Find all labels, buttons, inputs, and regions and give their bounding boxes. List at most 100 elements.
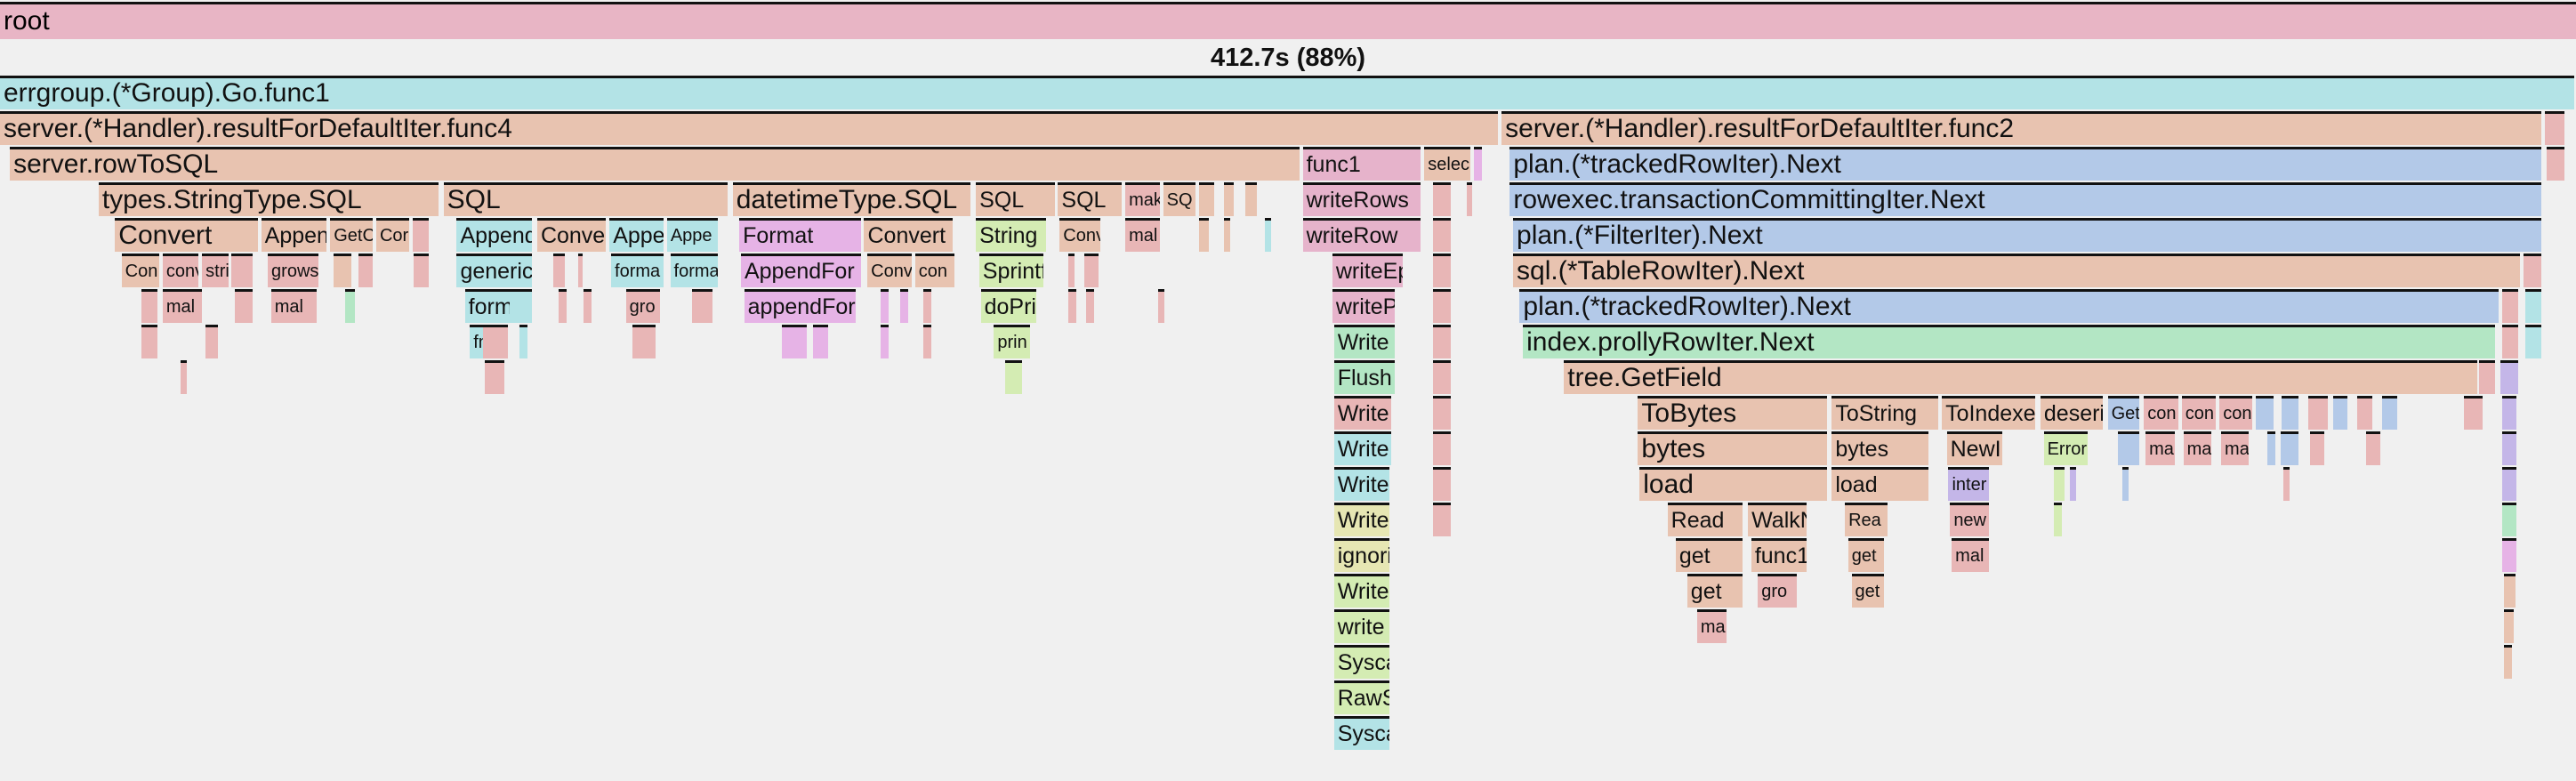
flame-frame[interactable]: plan.(*FilterIter).Next bbox=[1513, 218, 2542, 252]
flame-frame-narrow[interactable] bbox=[2382, 396, 2397, 430]
flame-frame-narrow[interactable] bbox=[1083, 254, 1099, 287]
flame-frame[interactable]: SQL bbox=[443, 182, 729, 216]
flame-frame[interactable]: plan.(*trackedRowIter).Next bbox=[1519, 289, 2500, 323]
flame-frame[interactable]: Sysca bbox=[1333, 716, 1390, 750]
flame-frame[interactable]: writeRows bbox=[1302, 182, 1421, 216]
flame-frame[interactable]: tree.GetField bbox=[1564, 360, 2478, 394]
flame-frame-narrow[interactable] bbox=[2332, 396, 2348, 430]
flame-frame-narrow[interactable] bbox=[1085, 289, 1094, 323]
flame-frame[interactable]: deseria bbox=[2040, 396, 2103, 430]
flame-frame[interactable]: SQL bbox=[976, 182, 1055, 216]
flame-frame-narrow[interactable] bbox=[2357, 396, 2372, 430]
flame-frame-narrow[interactable] bbox=[578, 254, 584, 287]
flame-frame-narrow[interactable] bbox=[2501, 503, 2517, 536]
flame-frame-narrow[interactable] bbox=[2280, 431, 2298, 465]
flame-frame-narrow[interactable] bbox=[2282, 396, 2298, 430]
flame-frame-narrow[interactable] bbox=[2053, 467, 2065, 501]
flame-frame[interactable]: genericF bbox=[456, 254, 533, 287]
flame-frame[interactable]: Sprintf bbox=[978, 254, 1043, 287]
flame-frame[interactable]: Format bbox=[739, 218, 861, 252]
flame-frame[interactable]: con bbox=[2181, 396, 2217, 430]
flame-frame[interactable]: ma bbox=[2145, 431, 2176, 465]
flame-frame-narrow[interactable] bbox=[2070, 467, 2077, 501]
flame-frame-narrow[interactable] bbox=[2523, 254, 2542, 287]
flame-frame[interactable]: ToBytes bbox=[1638, 396, 1827, 430]
flame-frame-narrow[interactable] bbox=[205, 325, 219, 358]
flame-frame-narrow[interactable] bbox=[1432, 360, 1451, 394]
flame-frame[interactable]: grows bbox=[268, 254, 319, 287]
flame-frame-narrow[interactable] bbox=[2546, 147, 2564, 181]
flame-frame-narrow[interactable] bbox=[2501, 431, 2517, 465]
flame-frame[interactable]: Conv bbox=[867, 254, 912, 287]
flame-frame-narrow[interactable] bbox=[2501, 467, 2517, 501]
flame-frame[interactable]: writeEpl bbox=[1332, 254, 1404, 287]
flame-frame-narrow[interactable] bbox=[2503, 609, 2514, 643]
flame-frame[interactable]: Conv bbox=[1059, 218, 1101, 252]
flame-frame-narrow[interactable] bbox=[632, 325, 656, 358]
flame-frame[interactable]: Appe bbox=[666, 218, 718, 252]
flame-frame[interactable]: ma bbox=[2221, 431, 2250, 465]
flame-frame-narrow[interactable] bbox=[2307, 396, 2328, 430]
flame-frame[interactable]: prin bbox=[994, 325, 1030, 358]
flame-frame[interactable]: func1 bbox=[1302, 147, 1421, 181]
flame-frame[interactable]: ignorin bbox=[1333, 538, 1390, 572]
flame-frame-narrow[interactable] bbox=[922, 289, 932, 323]
flame-frame[interactable]: datetimeType.SQL bbox=[732, 182, 971, 216]
flame-frame[interactable]: Sysca bbox=[1333, 645, 1390, 679]
flame-frame-narrow[interactable] bbox=[414, 254, 429, 287]
flame-frame[interactable]: appendFor bbox=[744, 289, 857, 323]
flame-frame-narrow[interactable] bbox=[1067, 254, 1075, 287]
flame-frame-narrow[interactable] bbox=[2501, 325, 2519, 358]
flame-frame-narrow[interactable] bbox=[1432, 431, 1451, 465]
flame-frame-narrow[interactable] bbox=[1467, 182, 1472, 216]
flame-frame[interactable]: write bbox=[1333, 609, 1390, 643]
flame-frame[interactable]: Write bbox=[1333, 431, 1392, 465]
flame-frame[interactable]: Convert bbox=[864, 218, 954, 252]
flame-frame[interactable]: ToString bbox=[1831, 396, 1939, 430]
flame-frame-narrow[interactable] bbox=[1432, 503, 1451, 536]
flame-frame-narrow[interactable] bbox=[1223, 218, 1231, 252]
flame-frame-narrow[interactable] bbox=[1223, 182, 1234, 216]
flame-frame[interactable]: Append bbox=[261, 218, 327, 252]
flame-frame[interactable]: Write bbox=[1333, 396, 1392, 430]
flame-frame[interactable]: mak bbox=[1125, 182, 1160, 216]
flame-frame[interactable]: func1 bbox=[1751, 538, 1807, 572]
flame-frame-narrow[interactable] bbox=[813, 325, 828, 358]
flame-frame[interactable]: gro bbox=[1758, 574, 1798, 608]
flame-frame-narrow[interactable] bbox=[1244, 182, 1257, 216]
flame-frame[interactable]: rowexec.transactionCommittingIter.Next bbox=[1509, 182, 2542, 216]
flame-frame-narrow[interactable] bbox=[483, 325, 508, 358]
flame-frame-narrow[interactable] bbox=[1199, 218, 1210, 252]
flame-frame[interactable]: gro bbox=[625, 289, 661, 323]
flame-frame-narrow[interactable] bbox=[333, 254, 352, 287]
flame-frame-narrow[interactable] bbox=[1432, 325, 1451, 358]
flame-frame[interactable]: get bbox=[1686, 574, 1743, 608]
flame-frame[interactable]: load bbox=[1639, 467, 1827, 501]
flame-frame[interactable]: server.(*Handler).resultForDefaultIter.f… bbox=[1501, 111, 2542, 145]
flame-frame-narrow[interactable] bbox=[2283, 467, 2290, 501]
flame-frame-narrow[interactable] bbox=[1432, 218, 1451, 252]
flame-frame[interactable]: get bbox=[1847, 538, 1885, 572]
flame-frame-narrow[interactable] bbox=[2501, 538, 2517, 572]
flame-frame-narrow[interactable] bbox=[141, 289, 158, 323]
flame-frame[interactable]: mal bbox=[270, 289, 318, 323]
flame-frame[interactable]: index.prollyRowIter.Next bbox=[1523, 325, 2496, 358]
flame-frame-narrow[interactable] bbox=[1005, 360, 1022, 394]
flame-frame-narrow[interactable] bbox=[900, 289, 909, 323]
flame-frame-narrow[interactable] bbox=[1473, 147, 1482, 181]
flame-frame-narrow[interactable] bbox=[2501, 289, 2519, 323]
flame-frame[interactable]: GetI bbox=[2107, 396, 2139, 430]
flame-frame-narrow[interactable] bbox=[553, 254, 566, 287]
flame-frame-narrow[interactable] bbox=[880, 325, 890, 358]
flame-frame-narrow[interactable] bbox=[181, 360, 188, 394]
flame-frame[interactable]: writeRow bbox=[1302, 218, 1421, 252]
flame-frame-narrow[interactable] bbox=[782, 325, 807, 358]
flame-frame[interactable]: con bbox=[2144, 396, 2178, 430]
flame-frame-narrow[interactable] bbox=[231, 254, 254, 287]
flame-frame[interactable]: load bbox=[1831, 467, 1929, 501]
flame-frame-narrow[interactable] bbox=[558, 289, 568, 323]
flame-frame[interactable]: Con bbox=[121, 254, 159, 287]
flame-frame-narrow[interactable] bbox=[2053, 503, 2062, 536]
flame-frame[interactable]: SQL bbox=[1058, 182, 1123, 216]
flame-frame[interactable]: ma bbox=[2183, 431, 2211, 465]
